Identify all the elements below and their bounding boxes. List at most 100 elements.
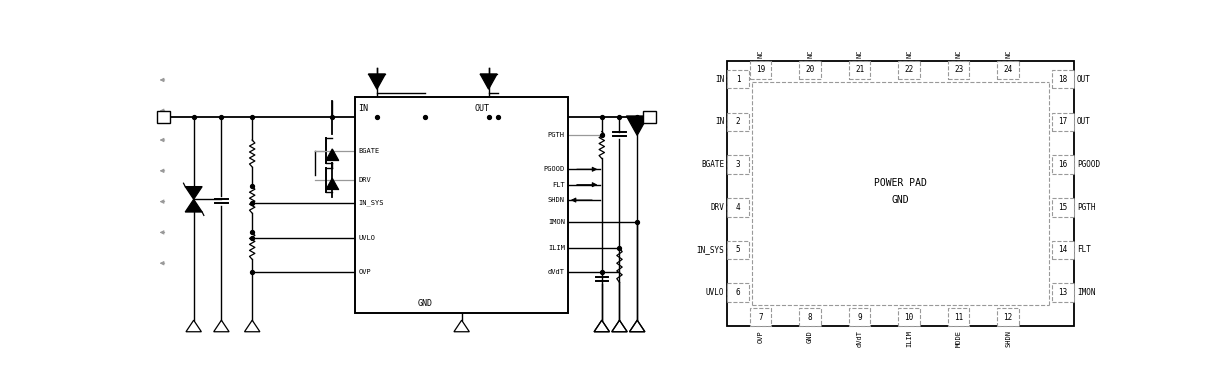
Text: ILIM: ILIM (906, 330, 912, 347)
Text: PGTH: PGTH (1077, 203, 1095, 212)
Bar (1052, 198, 1074, 217)
Text: 22: 22 (905, 65, 913, 74)
Polygon shape (327, 178, 339, 189)
Bar (1052, 70, 1074, 88)
Bar (728, 198, 748, 217)
Text: IN_SYS: IN_SYS (696, 245, 724, 255)
Text: 8: 8 (807, 313, 812, 322)
Text: 20: 20 (805, 65, 815, 74)
Text: dVdT: dVdT (548, 270, 565, 275)
Text: OUT: OUT (1077, 118, 1091, 126)
Text: OVP: OVP (358, 270, 371, 275)
Bar (158, 111, 170, 123)
Text: PGOOD: PGOOD (543, 166, 565, 172)
Text: 10: 10 (905, 313, 913, 322)
Text: 2: 2 (736, 118, 740, 126)
Text: IN: IN (358, 104, 369, 113)
Bar (848, 61, 870, 79)
Text: IN_SYS: IN_SYS (358, 200, 384, 207)
Text: 15: 15 (1058, 203, 1068, 212)
Text: IMON: IMON (548, 219, 565, 225)
Polygon shape (327, 149, 339, 160)
Text: NC: NC (956, 49, 962, 58)
Text: NC: NC (807, 49, 813, 58)
Text: OVP: OVP (758, 330, 764, 343)
Bar (728, 283, 748, 302)
Text: 6: 6 (736, 288, 740, 297)
Text: 16: 16 (1058, 160, 1068, 169)
Text: BGATE: BGATE (358, 148, 380, 154)
Text: IMON: IMON (1077, 288, 1095, 297)
Text: 12: 12 (1004, 313, 1013, 322)
Bar (899, 308, 919, 326)
Text: 5: 5 (736, 245, 740, 255)
Bar (728, 156, 748, 174)
Bar (948, 61, 970, 79)
Text: FLT: FLT (552, 182, 565, 188)
Text: GND: GND (807, 330, 813, 343)
Text: UVLO: UVLO (706, 288, 724, 297)
Text: DRV: DRV (358, 177, 371, 183)
Text: PGTH: PGTH (548, 132, 565, 138)
Bar (728, 70, 748, 88)
Text: 4: 4 (736, 203, 740, 212)
Bar (799, 308, 821, 326)
Bar (948, 308, 970, 326)
Text: dVdT: dVdT (857, 330, 863, 347)
Text: NC: NC (1005, 49, 1011, 58)
Text: GND: GND (892, 195, 910, 205)
Polygon shape (186, 187, 202, 199)
Polygon shape (186, 199, 202, 212)
Bar (1052, 113, 1074, 131)
Text: SHDN: SHDN (1005, 330, 1011, 347)
Bar (750, 308, 771, 326)
Text: 3: 3 (736, 160, 740, 169)
Bar (355, 97, 568, 313)
Bar (998, 308, 1019, 326)
Text: DRV: DRV (710, 203, 724, 212)
Text: 19: 19 (756, 65, 765, 74)
Bar (998, 61, 1019, 79)
Text: GND: GND (417, 299, 433, 308)
Text: SHDN: SHDN (548, 197, 565, 203)
Polygon shape (369, 74, 386, 89)
Text: IN: IN (715, 118, 724, 126)
Bar (1052, 241, 1074, 259)
Text: 7: 7 (758, 313, 763, 322)
Text: FLT: FLT (1077, 245, 1091, 255)
Bar (799, 61, 821, 79)
Text: 9: 9 (857, 313, 862, 322)
Text: 17: 17 (1058, 118, 1068, 126)
Bar (728, 61, 1074, 326)
Text: 1: 1 (736, 75, 740, 84)
Polygon shape (480, 74, 496, 89)
Text: PGOOD: PGOOD (1077, 160, 1100, 169)
Text: NC: NC (906, 49, 912, 58)
Bar (1052, 283, 1074, 302)
Text: 24: 24 (1004, 65, 1013, 74)
Bar (728, 113, 748, 131)
Text: 11: 11 (954, 313, 963, 322)
Text: BGATE: BGATE (701, 160, 724, 169)
Text: MODE: MODE (956, 330, 962, 347)
Bar (848, 308, 870, 326)
Text: NC: NC (857, 49, 863, 58)
Text: UVLO: UVLO (358, 235, 376, 241)
Bar (899, 61, 919, 79)
Text: NC: NC (758, 49, 764, 58)
Text: 18: 18 (1058, 75, 1068, 84)
Text: POWER PAD: POWER PAD (874, 178, 927, 188)
Bar (1052, 156, 1074, 174)
Text: IN: IN (715, 75, 724, 84)
Text: 21: 21 (856, 65, 864, 74)
Bar (750, 61, 771, 79)
Polygon shape (627, 116, 648, 136)
Text: 13: 13 (1058, 288, 1068, 297)
Text: OUT: OUT (475, 104, 489, 113)
Text: ILIM: ILIM (548, 245, 565, 251)
Bar (728, 241, 748, 259)
Text: 23: 23 (954, 65, 963, 74)
Text: OUT: OUT (1077, 75, 1091, 84)
Bar (643, 111, 656, 123)
Text: 14: 14 (1058, 245, 1068, 255)
